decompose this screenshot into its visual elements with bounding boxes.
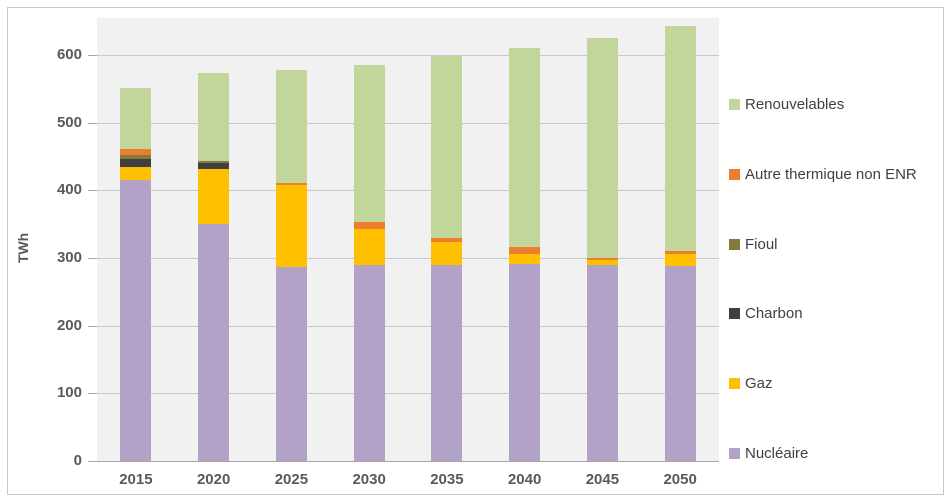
y-tick-label-600: 600 bbox=[56, 46, 82, 63]
bar-segment-2025-gaz bbox=[275, 184, 307, 267]
y-tick-label-300: 300 bbox=[56, 249, 82, 266]
legend-label-charbon: Charbon bbox=[745, 305, 803, 323]
x-tick-label-2045: 2045 bbox=[585, 471, 620, 488]
bar-segment-2015-autre-thermique-non-enr bbox=[120, 149, 152, 155]
bar-segment-2050-gaz bbox=[664, 253, 696, 267]
y-tick-label-400: 400 bbox=[56, 181, 82, 199]
x-tick-label-2025: 2025 bbox=[274, 471, 309, 488]
legend-swatch-gaz bbox=[729, 378, 740, 390]
bar-segment-2050-renouvelables bbox=[664, 25, 696, 252]
bar-segment-2020-gaz bbox=[198, 168, 230, 225]
legend-item-nucl-aire: Nucléaire bbox=[729, 445, 917, 462]
x-tick-label-2015: 2015 bbox=[119, 471, 153, 488]
legend-swatch-autre-thermique-non-enr bbox=[729, 168, 740, 180]
stacked-bar-2030 bbox=[353, 65, 385, 461]
bar-segment-2015-charbon bbox=[120, 158, 152, 167]
legend-swatch-fioul bbox=[729, 238, 740, 250]
legend-label-autre-thermique-non-enr: Autre thermique non ENR bbox=[745, 165, 917, 183]
legend-item-charbon: Charbon bbox=[729, 305, 917, 322]
bar-segment-2040-gaz bbox=[509, 253, 541, 265]
gridline-200 bbox=[97, 325, 719, 327]
bar-segment-2030-nucl-aire bbox=[353, 265, 385, 461]
legend-swatch-renouvelables bbox=[729, 99, 740, 110]
legend-swatch-charbon bbox=[729, 308, 740, 320]
y-axis-tick-600 bbox=[88, 55, 97, 56]
plot-area bbox=[97, 18, 719, 462]
bar-segment-2035-nucl-aire bbox=[431, 265, 463, 461]
bar-segment-2040-renouvelables bbox=[509, 48, 541, 248]
y-axis-tick-100 bbox=[88, 393, 97, 395]
bar-segment-2050-nucl-aire bbox=[664, 266, 696, 461]
bar-segment-2025-autre-thermique-non-enr bbox=[275, 182, 307, 185]
bar-segment-2035-autre-thermique-non-enr bbox=[431, 237, 463, 243]
bar-segment-2020-renouvelables bbox=[198, 72, 230, 161]
bar-segment-2015-fioul bbox=[120, 154, 152, 159]
gridline-0 bbox=[97, 461, 719, 462]
bar-segment-2020-nucl-aire bbox=[198, 224, 230, 461]
bar-segment-2030-renouvelables bbox=[353, 65, 385, 223]
gridline-300 bbox=[97, 258, 719, 259]
gridline-600 bbox=[97, 55, 719, 56]
legend-label-fioul: Fioul bbox=[745, 235, 778, 253]
legend: Renouvelables Autre thermique non ENR Fiou… bbox=[729, 96, 917, 462]
x-tick-label-2050: 2050 bbox=[663, 471, 697, 488]
bar-segment-2040-nucl-aire bbox=[509, 264, 541, 461]
legend-label-nucl-aire: Nucléaire bbox=[745, 444, 809, 462]
stacked-bar-2025 bbox=[275, 69, 307, 461]
bar-segment-2020-charbon bbox=[198, 163, 230, 169]
bar-segment-2035-renouvelables bbox=[431, 56, 463, 238]
y-axis-tick-400 bbox=[88, 190, 97, 192]
legend-item-gaz: Gaz bbox=[729, 375, 917, 392]
bar-segment-2050-autre-thermique-non-enr bbox=[664, 251, 696, 254]
legend-item-fioul: Fioul bbox=[729, 236, 917, 253]
legend-item-autre-thermique-non-enr: Autre thermique non ENR bbox=[729, 166, 917, 183]
gridline-400 bbox=[97, 190, 719, 192]
bar-segment-2030-gaz bbox=[353, 228, 385, 266]
y-axis-tick-500 bbox=[88, 122, 97, 124]
x-tick-label-2035: 2035 bbox=[430, 471, 464, 488]
gridline-100 bbox=[97, 393, 719, 395]
bar-segment-2045-nucl-aire bbox=[586, 264, 618, 461]
bar-segment-2045-renouvelables bbox=[586, 38, 618, 259]
stacked-bar-2015 bbox=[120, 88, 152, 461]
gridline-500 bbox=[97, 122, 719, 124]
legend-label-gaz: Gaz bbox=[745, 375, 773, 393]
x-tick-label-2030: 2030 bbox=[352, 471, 386, 488]
bar-segment-2020-fioul bbox=[198, 160, 230, 164]
legend-item-renouvelables: Renouvelables bbox=[729, 96, 917, 113]
bar-segment-2030-autre-thermique-non-enr bbox=[353, 222, 385, 229]
y-axis-tick-300 bbox=[88, 258, 97, 259]
y-axis-tick-0 bbox=[88, 461, 97, 462]
bar-segment-2015-nucl-aire bbox=[120, 179, 152, 461]
bar-segment-2015-renouvelables bbox=[120, 88, 152, 150]
stacked-bar-2020 bbox=[198, 72, 230, 461]
x-tick-label-2040: 2040 bbox=[507, 471, 542, 488]
x-tick-label-2020: 2020 bbox=[196, 471, 231, 488]
stacked-bar-2050 bbox=[664, 25, 696, 461]
y-tick-label-0: 0 bbox=[73, 452, 82, 469]
bar-segment-2015-gaz bbox=[120, 166, 152, 180]
stacked-bar-2045 bbox=[586, 38, 618, 461]
y-tick-label-500: 500 bbox=[56, 113, 82, 131]
stacked-bar-2035 bbox=[431, 56, 463, 461]
bar-segment-2035-gaz bbox=[431, 242, 463, 266]
bar-segment-2045-autre-thermique-non-enr bbox=[586, 258, 618, 261]
y-tick-label-200: 200 bbox=[56, 316, 82, 334]
bar-segment-2025-renouvelables bbox=[275, 69, 307, 183]
y-axis-tick-200 bbox=[88, 325, 97, 327]
y-tick-label-100: 100 bbox=[56, 384, 82, 402]
legend-label-renouvelables: Renouvelables bbox=[745, 96, 845, 113]
bar-segment-2040-autre-thermique-non-enr bbox=[509, 247, 541, 254]
bar-segment-2045-gaz bbox=[586, 260, 618, 265]
stacked-bar-2040 bbox=[509, 48, 541, 461]
bar-segment-2025-nucl-aire bbox=[275, 266, 307, 461]
legend-swatch-nucl-aire bbox=[729, 447, 740, 459]
